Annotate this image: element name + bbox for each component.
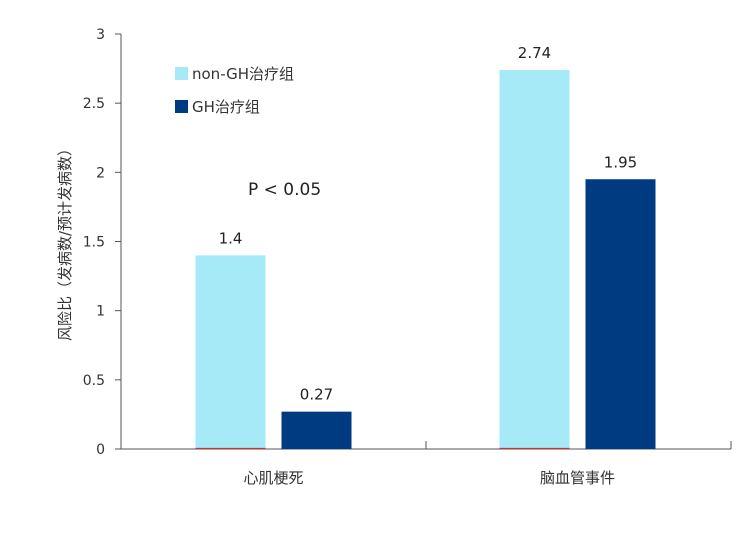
category-labels: 心肌梗死 脑血管事件 [243, 469, 615, 487]
y-axis-label: 风险比（发病数/预计发病数） [56, 141, 74, 341]
bar-gh-0 [281, 411, 352, 449]
data-label: 0.27 [300, 386, 333, 404]
y-tick-label: 1.5 [83, 235, 105, 251]
category-label: 脑血管事件 [540, 469, 615, 487]
data-label: 2.74 [518, 44, 551, 62]
data-labels: 1.4 0.27 2.74 1.95 [219, 44, 638, 404]
p-value-annotation: P < 0.05 [248, 180, 321, 200]
bar-non-gh-1 [499, 69, 570, 449]
y-tick-label: 0.5 [83, 373, 105, 389]
y-tick-label: 1 [96, 304, 105, 320]
y-tick-label: 3 [96, 27, 105, 43]
y-tick-label: 0 [96, 442, 105, 458]
y-ticks: 0 0.5 1 1.5 2 2.5 3 [83, 27, 121, 458]
y-tick-label: 2 [96, 165, 105, 181]
legend-swatch-non-gh [175, 67, 188, 80]
category-label: 心肌梗死 [243, 469, 303, 487]
legend-label-gh: GH治疗组 [192, 98, 260, 116]
legend: non-GH治疗组 GH治疗组 [175, 65, 294, 116]
legend-swatch-gh [175, 100, 188, 113]
bars [195, 69, 656, 450]
legend-label-non-gh: non-GH治疗组 [192, 65, 294, 83]
bar-non-gh-0 [195, 255, 266, 449]
data-label: 1.4 [219, 229, 243, 247]
y-tick-label: 2.5 [83, 96, 105, 112]
data-label: 1.95 [604, 153, 637, 171]
bar-gh-1 [585, 179, 656, 449]
